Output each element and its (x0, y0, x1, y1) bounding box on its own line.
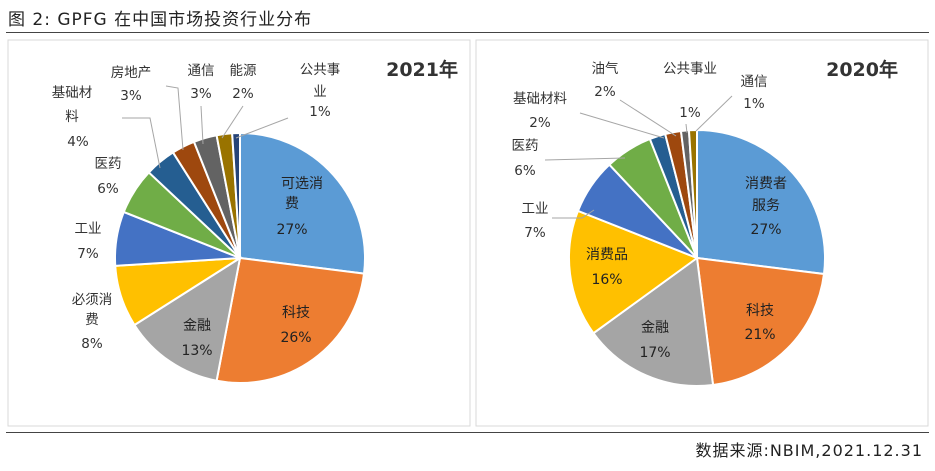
slice-name-label: 金融 (183, 318, 211, 334)
slice-value-label: 6% (97, 181, 119, 197)
slice-value-label: 17% (639, 345, 670, 361)
slice-name-label: 消费者 (745, 176, 787, 192)
pie-slice (568, 209, 700, 335)
slice-value-label: 13% (181, 343, 212, 359)
slice-value-label: 7% (77, 246, 99, 262)
slice-name-label: 医药 (512, 138, 539, 154)
slice-value-label: 6% (514, 163, 536, 179)
slice-value-label: 16% (591, 272, 622, 288)
pie-slice (231, 131, 241, 259)
chart-title: 2020年 (826, 58, 898, 81)
pie-slice (696, 128, 826, 276)
slice-name-label: 业 (313, 84, 327, 100)
slice-name-label: 通信 (741, 74, 768, 90)
slice-name-label: 能源 (230, 63, 257, 79)
slice-name-label: 工业 (75, 221, 102, 237)
slice-name-label: 科技 (282, 305, 310, 321)
slice-name-label: 公共事 (300, 62, 341, 78)
slice-name-label: 医药 (95, 156, 122, 172)
leader-line (619, 99, 677, 137)
slice-value-label: 7% (524, 225, 546, 241)
slice-name-label: 费 (285, 196, 299, 212)
pie-slice (695, 256, 826, 387)
slice-value-label: 27% (276, 222, 307, 238)
slice-value-label: 27% (750, 222, 781, 238)
slice-name-label: 房地产 (111, 65, 152, 81)
slice-name-label: 费 (85, 312, 99, 328)
pie-slice (133, 255, 242, 382)
slice-value-label: 4% (67, 134, 89, 150)
slice-name-label: 公共事业 (663, 61, 717, 77)
slice-value-label: 2% (232, 86, 254, 102)
slice-value-label: 1% (309, 104, 331, 120)
slice-value-label: 3% (120, 88, 142, 104)
slice-name-label: 油气 (592, 61, 619, 77)
slice-name-label: 可选消 (281, 176, 323, 192)
pie-chart-2021: 2021年可选消费27%科技26%金融13%必须消费8%工业7%医药6%基础材料… (52, 58, 458, 384)
leader-line (695, 95, 733, 132)
slice-name-label: 科技 (746, 303, 774, 319)
leader-line (165, 85, 184, 151)
leader-line (235, 117, 289, 139)
slice-value-label: 26% (280, 330, 311, 346)
figure-title: 图 2: GPFG 在中国市场投资行业分布 (8, 10, 313, 30)
pie-slice (215, 256, 366, 384)
leader-line (579, 112, 665, 139)
slice-value-label: 21% (744, 327, 775, 343)
leader-line (685, 123, 688, 134)
pie-slice (592, 256, 715, 387)
slice-name-label: 消费品 (586, 247, 628, 263)
leader-line (552, 209, 595, 219)
pie-slice (239, 131, 366, 275)
slice-name-label: 工业 (522, 201, 549, 217)
slice-value-label: 2% (594, 84, 616, 100)
leader-line (200, 105, 204, 145)
slice-value-label: 1% (679, 105, 701, 121)
leader-line (544, 157, 626, 161)
slice-name-label: 基础材料 (513, 90, 567, 107)
slice-name-label: 基础材 (52, 84, 93, 101)
slice-name-label: 通信 (188, 63, 215, 79)
leader-line (221, 105, 244, 139)
slice-value-label: 3% (190, 86, 212, 102)
leader-line (122, 117, 161, 169)
slice-name-label: 服务 (752, 198, 780, 214)
top-divider (6, 32, 929, 33)
slice-value-label: 1% (743, 96, 765, 112)
chart-title: 2021年 (386, 58, 458, 81)
slice-value-label: 8% (81, 336, 103, 352)
slice-name-label: 料 (65, 109, 79, 125)
slice-name-label: 金融 (641, 320, 669, 336)
slice-value-label: 2% (529, 115, 551, 131)
bottom-divider (6, 432, 929, 433)
slice-name-label: 必须消 (72, 292, 113, 308)
source-note: 数据来源:NBIM,2021.12.31 (695, 441, 923, 460)
